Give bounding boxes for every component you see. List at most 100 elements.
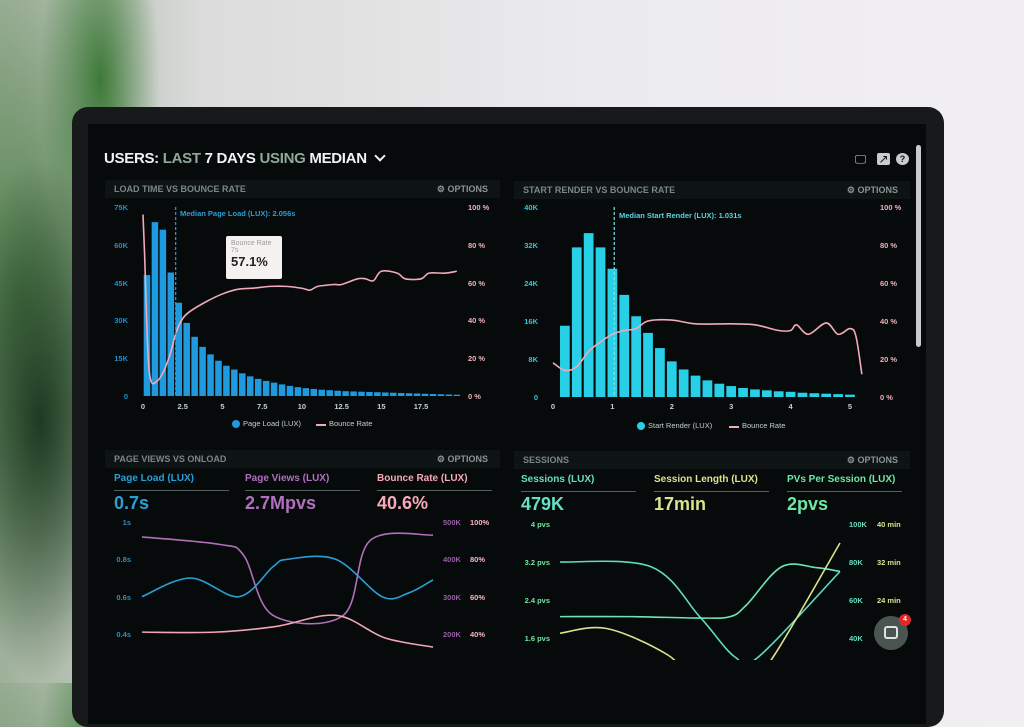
bar[interactable] xyxy=(666,361,677,397)
options-button[interactable]: ⚙ OPTIONS xyxy=(436,184,488,194)
bar[interactable] xyxy=(342,391,349,396)
x-axis-tick-label: 5 xyxy=(847,402,853,411)
bar[interactable] xyxy=(358,391,365,396)
bar[interactable] xyxy=(797,392,808,397)
bar[interactable] xyxy=(738,387,748,397)
bar[interactable] xyxy=(254,378,262,396)
kpi-label: Page Views (LUX) xyxy=(245,473,330,484)
series-line-1[interactable] xyxy=(559,563,841,619)
bar[interactable] xyxy=(761,390,772,397)
bar[interactable] xyxy=(270,382,278,396)
bar[interactable] xyxy=(583,233,594,397)
left-axis-tick-label: 0 xyxy=(123,392,128,401)
bar[interactable] xyxy=(785,391,796,397)
median-label: MEDIAN xyxy=(309,150,367,167)
bar[interactable] xyxy=(405,393,413,396)
bar[interactable] xyxy=(239,373,246,396)
bar[interactable] xyxy=(560,325,570,397)
help-icon[interactable]: ? xyxy=(896,153,909,165)
bar[interactable] xyxy=(821,393,832,397)
bar[interactable] xyxy=(294,387,302,396)
bar[interactable] xyxy=(318,389,326,396)
series-line-2[interactable] xyxy=(141,614,434,648)
series-line-0[interactable] xyxy=(559,560,841,665)
bar[interactable] xyxy=(397,392,405,396)
bar[interactable] xyxy=(655,348,665,397)
kpi-value: 2pvs xyxy=(787,494,829,514)
bar[interactable] xyxy=(595,247,606,397)
bar[interactable] xyxy=(809,393,820,397)
bar[interactable] xyxy=(429,393,437,396)
bar[interactable] xyxy=(278,384,286,396)
bar[interactable] xyxy=(286,385,294,396)
series-line-1[interactable] xyxy=(552,318,863,375)
bar[interactable] xyxy=(151,222,159,396)
legend-start-render[interactable]: Start Render (LUX) xyxy=(648,421,713,430)
x-axis-tick-label: 5 xyxy=(220,402,225,411)
panel-title: LOAD TIME VS BOUNCE RATE xyxy=(114,184,246,194)
bar[interactable] xyxy=(437,394,445,396)
scrollbar[interactable] xyxy=(916,145,921,347)
bar[interactable] xyxy=(453,394,461,396)
series-line-1[interactable] xyxy=(142,214,457,385)
x-axis-tick-label: 15 xyxy=(377,402,386,411)
series-line-1[interactable] xyxy=(141,532,434,625)
bar[interactable] xyxy=(223,365,230,396)
bar[interactable] xyxy=(334,390,341,396)
bar[interactable] xyxy=(302,388,310,396)
time-range-selector[interactable]: USERS: LAST 7 DAYS USING MEDIAN xyxy=(104,150,386,167)
bar[interactable] xyxy=(607,268,618,397)
bar[interactable] xyxy=(183,322,190,396)
bar[interactable] xyxy=(714,383,725,397)
bar[interactable] xyxy=(726,386,737,397)
right-axis-tick-label: 400K xyxy=(443,555,461,565)
bar[interactable] xyxy=(366,391,373,396)
bar[interactable] xyxy=(571,247,582,397)
bar[interactable] xyxy=(643,332,653,397)
series-line-2[interactable] xyxy=(559,542,841,683)
bar[interactable] xyxy=(413,393,421,396)
bar[interactable] xyxy=(247,376,254,396)
bar[interactable] xyxy=(310,388,318,396)
options-button[interactable]: ⚙ OPTIONS xyxy=(846,185,898,195)
legend-page-load[interactable]: Page Load (LUX) xyxy=(243,419,301,428)
bar[interactable] xyxy=(773,391,784,397)
right-axis-tick-label: 60K xyxy=(849,596,863,605)
bar[interactable] xyxy=(421,393,429,396)
bar[interactable] xyxy=(326,390,333,396)
bar[interactable] xyxy=(690,375,701,397)
bar[interactable] xyxy=(350,391,357,396)
bar[interactable] xyxy=(191,336,198,396)
bar[interactable] xyxy=(207,354,214,396)
bar[interactable] xyxy=(833,394,843,397)
bar[interactable] xyxy=(845,394,855,397)
bar[interactable] xyxy=(390,392,397,396)
right-axis-tick-label: 60 % xyxy=(468,278,486,288)
kpi-value: 2.7Mpvs xyxy=(245,493,317,513)
monitor-icon[interactable]: 🖵 xyxy=(854,152,867,166)
legend-bounce-rate[interactable]: Bounce Rate xyxy=(329,419,373,428)
bar[interactable] xyxy=(374,392,381,396)
bar[interactable] xyxy=(750,389,760,397)
bar[interactable] xyxy=(702,380,713,397)
legend-bounce-rate[interactable]: Bounce Rate xyxy=(742,421,786,430)
bar[interactable] xyxy=(445,394,453,396)
share-icon[interactable]: ↗ xyxy=(877,152,890,166)
options-button[interactable]: ⚙ OPTIONS xyxy=(846,455,898,465)
bar[interactable] xyxy=(231,369,238,396)
bar[interactable] xyxy=(619,294,630,397)
x-axis-tick-label: 1 xyxy=(610,402,615,411)
series-line-0[interactable] xyxy=(141,555,434,600)
bar[interactable] xyxy=(382,392,389,396)
bar[interactable] xyxy=(167,272,175,396)
bar[interactable] xyxy=(631,316,642,397)
bar[interactable] xyxy=(159,229,167,396)
chart-3 xyxy=(559,542,841,683)
bar[interactable] xyxy=(215,360,222,396)
options-label: OPTIONS xyxy=(857,455,898,465)
bar[interactable] xyxy=(678,369,689,397)
bar[interactable] xyxy=(175,302,183,396)
bar[interactable] xyxy=(199,346,206,396)
options-button[interactable]: ⚙ OPTIONS xyxy=(436,454,488,464)
bar[interactable] xyxy=(262,380,270,396)
